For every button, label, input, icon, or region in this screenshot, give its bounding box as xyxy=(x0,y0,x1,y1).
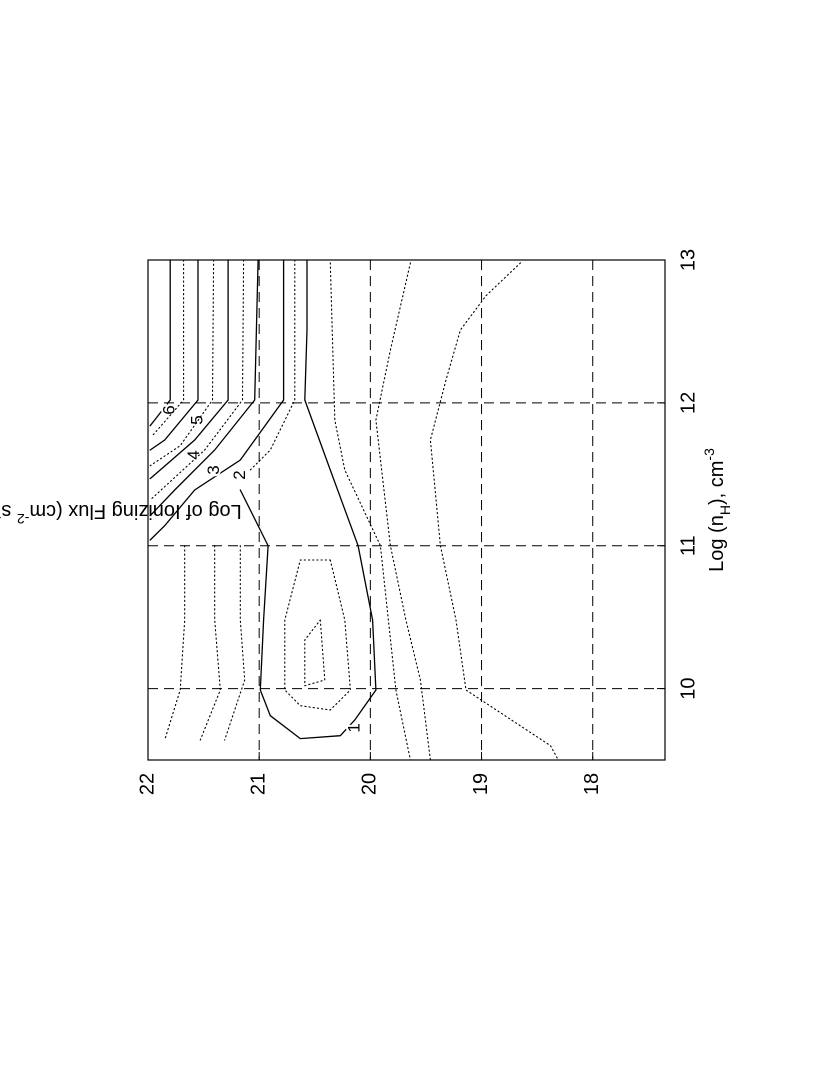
contour-line xyxy=(249,259,296,471)
contour-line xyxy=(304,619,326,687)
x-tick-label: 11 xyxy=(677,535,699,556)
contour-line xyxy=(151,259,185,437)
x-axis-label-part: H xyxy=(717,505,733,515)
x-axis-label-part: Log (n xyxy=(706,515,728,572)
contour-line xyxy=(429,262,559,761)
contour-line xyxy=(239,259,377,740)
y-tick-label: 20 xyxy=(359,773,381,795)
x-axis-label-part: -3 xyxy=(701,448,717,461)
contour-line xyxy=(149,259,259,517)
contour-line xyxy=(149,259,245,501)
plot-frame xyxy=(147,259,666,761)
contour-line xyxy=(224,545,246,741)
contour-label: 5 xyxy=(188,415,207,424)
contour-line xyxy=(149,259,171,427)
x-tick-label: 12 xyxy=(677,392,699,414)
contour-line xyxy=(149,259,199,451)
contour-label: 6 xyxy=(160,405,179,414)
y-axis-label: Log of Ionizing Flux (cm-2 s-1) xyxy=(0,500,242,528)
contour-label: 2 xyxy=(230,470,249,479)
y-tick-label: 22 xyxy=(136,773,158,795)
contour-line xyxy=(375,262,431,761)
contour-label: 1 xyxy=(344,723,363,732)
contour-label: 4 xyxy=(184,450,203,459)
contour-line xyxy=(284,559,351,711)
contour-line xyxy=(149,259,215,467)
x-tick-label: 13 xyxy=(677,249,699,271)
y-axis-label-part: s xyxy=(1,500,17,522)
x-tick-label: 10 xyxy=(677,677,699,699)
y-axis-label-part: Log of Ionizing Flux (cm xyxy=(29,500,241,522)
y-tick-label: 21 xyxy=(247,773,269,795)
contour-line xyxy=(149,259,285,541)
contour-line xyxy=(164,545,186,741)
y-tick-label: 19 xyxy=(470,773,492,795)
y-tick-label: 18 xyxy=(581,773,603,795)
y-axis-label-part: -2 xyxy=(17,511,30,527)
contour-line xyxy=(199,545,221,741)
contour-line xyxy=(329,262,411,761)
x-axis-label-part: ), cm xyxy=(706,461,728,505)
contour-line xyxy=(149,259,229,480)
y-axis-label-part: -1 xyxy=(0,511,1,527)
contour-label: 3 xyxy=(204,465,223,474)
x-axis-label: Log (nH), cm-3 xyxy=(701,448,733,572)
